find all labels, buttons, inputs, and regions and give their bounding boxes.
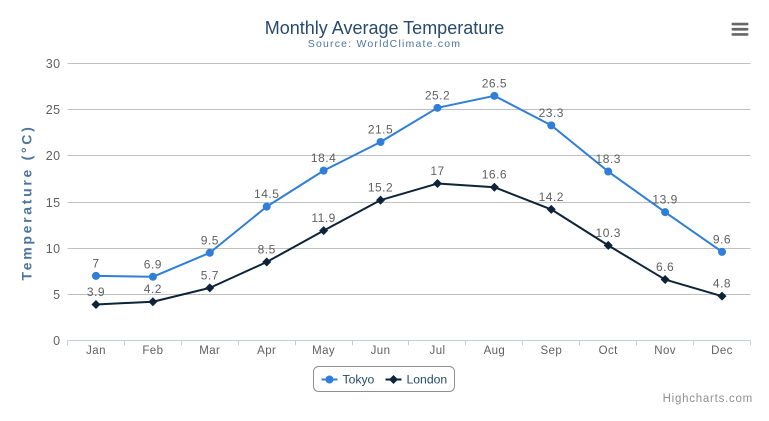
svg-text:3.9: 3.9 <box>87 285 105 299</box>
svg-text:0: 0 <box>53 334 60 348</box>
svg-text:4.8: 4.8 <box>713 277 731 291</box>
svg-text:11.9: 11.9 <box>311 211 335 225</box>
svg-text:Feb: Feb <box>142 345 163 357</box>
svg-text:May: May <box>312 345 335 357</box>
svg-text:4.2: 4.2 <box>144 282 162 296</box>
svg-text:Apr: Apr <box>257 345 276 357</box>
svg-text:8.5: 8.5 <box>258 243 276 257</box>
svg-text:Source: WorldClimate.com: Source: WorldClimate.com <box>308 38 461 50</box>
svg-text:Mar: Mar <box>199 345 220 357</box>
svg-text:Sep: Sep <box>540 345 562 357</box>
svg-text:14.2: 14.2 <box>539 190 564 204</box>
svg-text:9.5: 9.5 <box>201 233 219 247</box>
svg-text:Nov: Nov <box>654 345 676 357</box>
svg-text:14.5: 14.5 <box>254 187 279 201</box>
svg-text:30: 30 <box>46 57 61 71</box>
svg-text:Oct: Oct <box>599 345 618 357</box>
svg-text:25: 25 <box>46 103 61 117</box>
svg-text:6.6: 6.6 <box>656 260 674 274</box>
svg-text:Jul: Jul <box>430 345 446 357</box>
svg-text:20: 20 <box>46 149 61 163</box>
svg-text:13.9: 13.9 <box>652 193 677 207</box>
svg-text:Tokyo: Tokyo <box>343 373 375 387</box>
svg-text:5: 5 <box>53 288 60 302</box>
svg-text:23.3: 23.3 <box>539 106 564 120</box>
svg-text:6.9: 6.9 <box>144 257 162 271</box>
svg-text:15.2: 15.2 <box>368 181 393 195</box>
svg-text:10.3: 10.3 <box>596 226 621 240</box>
svg-text:26.5: 26.5 <box>482 76 507 90</box>
svg-text:17: 17 <box>430 164 444 178</box>
svg-text:25.2: 25.2 <box>425 88 450 102</box>
svg-text:21.5: 21.5 <box>368 123 393 137</box>
svg-text:7: 7 <box>92 256 99 270</box>
svg-text:5.7: 5.7 <box>201 268 219 282</box>
svg-text:9.6: 9.6 <box>713 232 731 246</box>
svg-text:10: 10 <box>46 242 61 256</box>
svg-text:18.4: 18.4 <box>311 151 336 165</box>
svg-text:18.3: 18.3 <box>596 152 621 166</box>
svg-text:15: 15 <box>46 196 61 210</box>
svg-text:16.6: 16.6 <box>482 168 507 182</box>
svg-text:London: London <box>407 373 448 387</box>
svg-text:Jan: Jan <box>86 345 106 357</box>
svg-text:Dec: Dec <box>711 345 733 357</box>
svg-text:Monthly Average Temperature: Monthly Average Temperature <box>265 18 504 38</box>
svg-text:Highcharts.com: Highcharts.com <box>663 393 753 405</box>
svg-text:Jun: Jun <box>371 345 391 357</box>
svg-text:Aug: Aug <box>484 345 506 357</box>
svg-text:Temperature (°C): Temperature (°C) <box>19 125 35 281</box>
